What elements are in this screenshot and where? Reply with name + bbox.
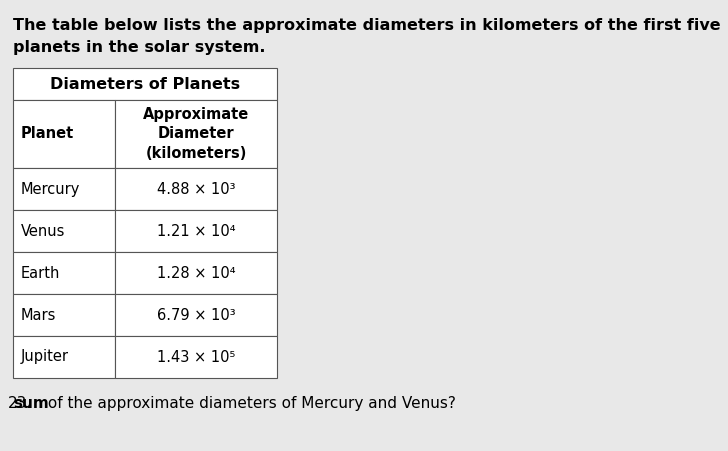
Bar: [115, 100, 277, 168]
Bar: [13, 252, 115, 294]
Bar: [13, 210, 115, 252]
Bar: [115, 336, 277, 378]
Text: 1.21 × 10⁴: 1.21 × 10⁴: [157, 224, 235, 239]
Bar: [115, 294, 277, 336]
Text: sum: sum: [13, 396, 49, 411]
Text: 23.: 23.: [8, 396, 32, 411]
Text: Jupiter: Jupiter: [21, 350, 69, 364]
Text: Approximate
Diameter
(kilometers): Approximate Diameter (kilometers): [143, 107, 249, 161]
Text: Planet: Planet: [21, 126, 74, 142]
Bar: [13, 68, 277, 100]
Bar: [13, 168, 115, 210]
Text: Mercury: Mercury: [21, 181, 80, 197]
Text: Mars: Mars: [21, 308, 56, 322]
Text: The table below lists the approximate diameters in kilometers of the first five: The table below lists the approximate di…: [13, 18, 721, 33]
Text: 1.28 × 10⁴: 1.28 × 10⁴: [157, 266, 235, 281]
Text: 6.79 × 10³: 6.79 × 10³: [157, 308, 235, 322]
Bar: [115, 252, 277, 294]
Text: planets in the solar system.: planets in the solar system.: [13, 40, 266, 55]
Text: 1.43 × 10⁵: 1.43 × 10⁵: [157, 350, 235, 364]
Bar: [13, 336, 115, 378]
Text: Venus: Venus: [21, 224, 66, 239]
Text: of the approximate diameters of Mercury and Venus?: of the approximate diameters of Mercury …: [43, 396, 456, 411]
Bar: [13, 294, 115, 336]
Text: Earth: Earth: [21, 266, 60, 281]
Bar: [13, 100, 115, 168]
Bar: [115, 168, 277, 210]
Text: Diameters of Planets: Diameters of Planets: [50, 77, 240, 92]
Text: 4.88 × 10³: 4.88 × 10³: [157, 181, 235, 197]
Bar: [115, 210, 277, 252]
